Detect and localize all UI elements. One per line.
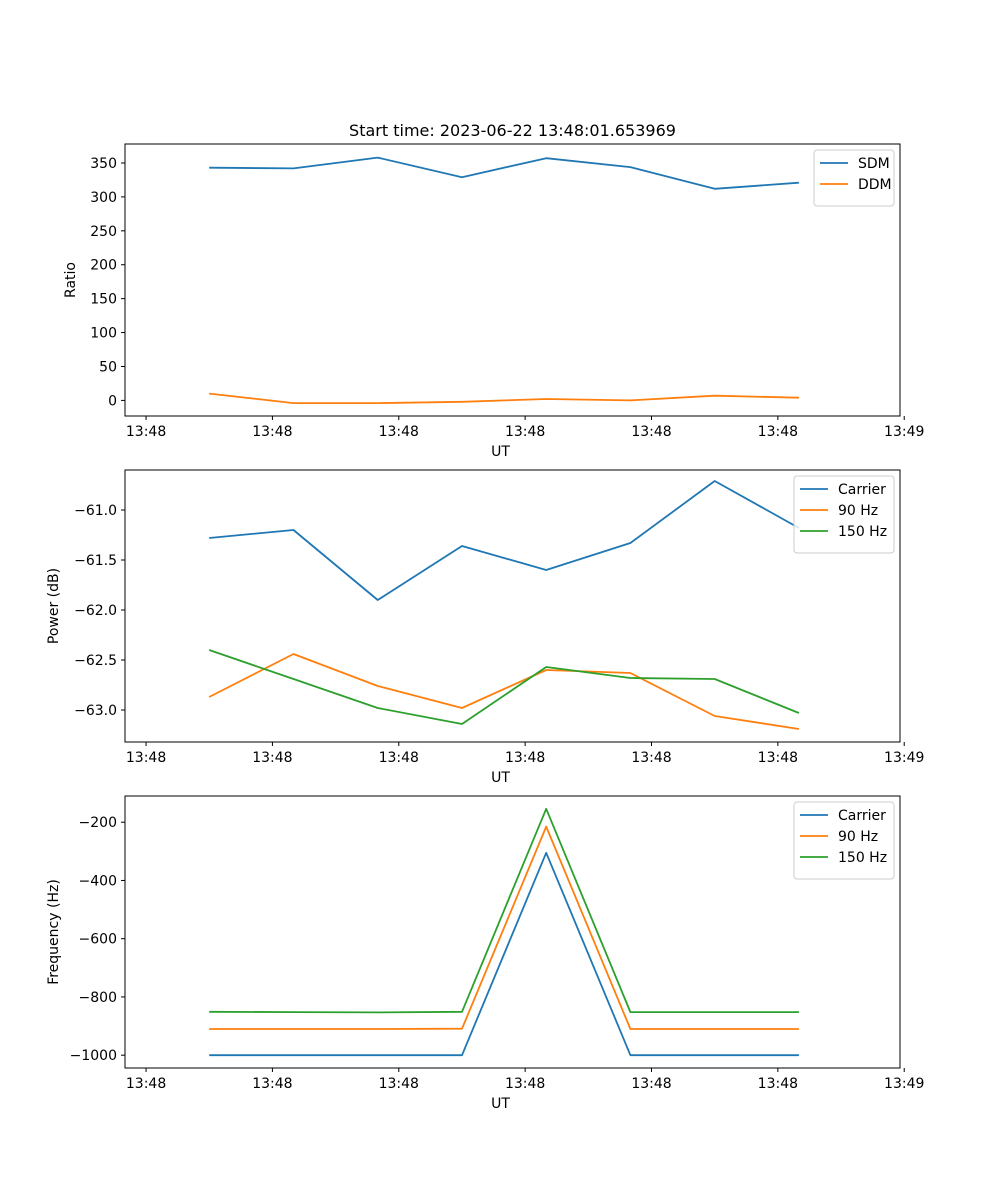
x-tick-label: 13:48 xyxy=(252,750,292,766)
y-tick-label: −800 xyxy=(79,990,117,1006)
x-tick-label: 13:48 xyxy=(379,424,419,440)
y-tick-label: 250 xyxy=(90,224,117,240)
x-tick-label: 13:48 xyxy=(758,750,798,766)
x-tick-label: 13:48 xyxy=(252,1076,292,1092)
x-tick-label: 13:48 xyxy=(505,424,545,440)
legend-label: 90 Hz xyxy=(838,503,878,519)
x-tick-label: 13:48 xyxy=(758,424,798,440)
y-tick-label: −62.5 xyxy=(74,653,117,669)
x-axis-label: UT xyxy=(491,1096,510,1112)
x-tick-label: 13:49 xyxy=(884,1076,924,1092)
x-tick-label: 13:48 xyxy=(379,1076,419,1092)
legend-label: Carrier xyxy=(838,482,886,498)
series-line-2 xyxy=(209,392,799,405)
x-tick-label: 13:48 xyxy=(631,1076,671,1092)
series-line-3 xyxy=(208,649,800,725)
series-line-2 xyxy=(209,825,799,1030)
legend-label: DDM xyxy=(858,177,892,193)
x-tick-label: 13:48 xyxy=(126,750,166,766)
x-tick-label: 13:49 xyxy=(884,424,924,440)
legend-label: SDM xyxy=(858,156,890,172)
series-line-2 xyxy=(208,653,800,730)
y-tick-label: 150 xyxy=(90,292,117,308)
y-axis-label: Ratio xyxy=(63,262,79,298)
series-line-1 xyxy=(209,156,799,190)
y-tick-label: 200 xyxy=(90,258,117,274)
legend-label: 150 Hz xyxy=(838,524,887,540)
y-axis-label: Power (dB) xyxy=(46,568,62,644)
chart-title: Start time: 2023-06-22 13:48:01.653969 xyxy=(349,121,676,140)
y-tick-label: −200 xyxy=(79,815,117,831)
legend-label: 90 Hz xyxy=(838,829,878,845)
chart-panel-1: 13:48 13:48 13:48 13:48 13:48 13:48 13:49 0 50 10… xyxy=(63,121,924,460)
series-line-1 xyxy=(209,851,799,1057)
legend-label: 150 Hz xyxy=(838,850,887,866)
y-tick-label: −1000 xyxy=(70,1048,117,1064)
legend: Carrier 90 Hz 150 Hz xyxy=(793,475,895,554)
y-tick-label: −600 xyxy=(79,932,117,948)
x-tick-label: 13:49 xyxy=(884,750,924,766)
y-tick-label: −61.0 xyxy=(74,503,117,519)
axes-frame xyxy=(124,795,901,1069)
x-tick-label: 13:48 xyxy=(631,750,671,766)
axes-frame xyxy=(124,143,901,417)
legend: SDM DDM xyxy=(813,149,895,207)
legend-box xyxy=(793,801,895,880)
y-tick-label: 300 xyxy=(90,190,117,206)
legend-box xyxy=(813,149,895,207)
y-tick-label: −62.0 xyxy=(74,603,117,619)
x-axis-label: UT xyxy=(491,444,510,460)
y-tick-label: 100 xyxy=(90,326,117,342)
axes-frame xyxy=(124,469,901,743)
y-tick-label: −63.0 xyxy=(74,703,117,719)
legend-label: Carrier xyxy=(838,808,886,824)
y-tick-label: 350 xyxy=(90,156,117,172)
x-axis-label: UT xyxy=(491,770,510,786)
x-tick-label: 13:48 xyxy=(252,424,292,440)
y-tick-label: −61.5 xyxy=(74,553,117,569)
x-tick-label: 13:48 xyxy=(631,424,671,440)
x-tick-label: 13:48 xyxy=(505,1076,545,1092)
chart-panel-2: 13:48 13:48 13:48 13:48 13:48 13:48 13:49 −63.0… xyxy=(46,469,924,786)
x-tick-label: 13:48 xyxy=(379,750,419,766)
legend-box xyxy=(793,475,895,554)
legend: Carrier 90 Hz 150 Hz xyxy=(793,801,895,880)
series-line-1 xyxy=(209,480,800,601)
x-tick-label: 13:48 xyxy=(126,424,166,440)
y-tick-label: −400 xyxy=(79,873,117,889)
y-axis-label: Frequency (Hz) xyxy=(46,879,62,985)
x-tick-label: 13:48 xyxy=(126,1076,166,1092)
y-tick-label: 0 xyxy=(108,393,117,409)
x-tick-label: 13:48 xyxy=(758,1076,798,1092)
y-tick-label: 50 xyxy=(99,359,117,375)
chart-panel-3: 13:48 13:48 13:48 13:48 13:48 13:48 13:49 −1000… xyxy=(46,795,924,1112)
series-line-3 xyxy=(209,807,799,1014)
x-tick-label: 13:48 xyxy=(505,750,545,766)
